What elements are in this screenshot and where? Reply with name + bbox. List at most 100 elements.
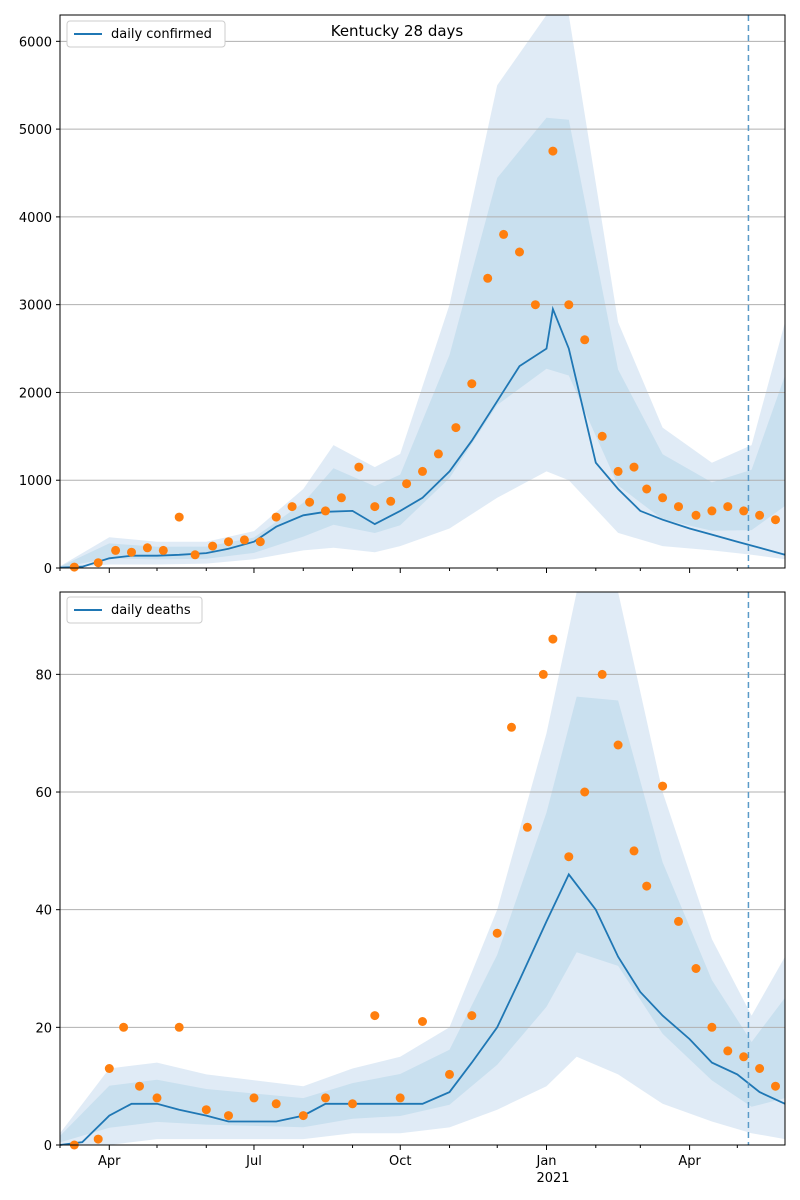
observed-point — [69, 562, 79, 572]
series-line-path — [59, 872, 786, 1146]
observed-point — [597, 669, 607, 679]
y-tick-label: 1000 — [19, 474, 52, 489]
observed-point — [298, 1111, 308, 1121]
confirmed-panel: 0 1000 2000 3000 4000 5000 6000 Kentucky 28 da… — [19, 14, 786, 577]
observed-points — [69, 634, 780, 1150]
observed-point — [249, 1093, 259, 1103]
year-label: 2021 — [536, 1171, 569, 1186]
observed-point — [271, 512, 281, 522]
observed-point — [336, 493, 346, 503]
plot-frame — [59, 14, 786, 569]
observed-point — [127, 547, 136, 557]
y-tick-label: 5000 — [19, 123, 52, 138]
confidence-bands — [60, 592, 785, 1145]
observed-point — [111, 545, 121, 555]
axes-frame — [59, 591, 786, 1146]
observed-point — [642, 881, 652, 891]
observed-point — [321, 1093, 330, 1103]
observed-points — [69, 146, 780, 572]
observed-point — [271, 1099, 281, 1109]
observed-point — [433, 449, 443, 459]
y-tick-label: 2000 — [19, 386, 52, 401]
observed-point — [467, 1011, 477, 1021]
observed-point — [287, 502, 297, 512]
inner-confidence-band — [60, 696, 785, 1143]
chart-title: Kentucky 28 days — [331, 22, 464, 40]
observed-point — [445, 1069, 454, 1079]
observed-point — [152, 1093, 162, 1103]
observed-point — [224, 537, 233, 547]
legend-box — [66, 20, 226, 48]
y-tick-label: 20 — [35, 1021, 52, 1036]
observed-point — [658, 781, 668, 791]
y-tick-label: 80 — [35, 668, 52, 683]
observed-point — [739, 506, 749, 516]
observed-point — [142, 543, 152, 553]
observed-point — [674, 916, 683, 926]
observed-point — [255, 537, 265, 547]
observed-point — [771, 515, 780, 525]
observed-point — [674, 502, 683, 512]
observed-point — [174, 1022, 184, 1032]
axes-frame — [59, 14, 786, 569]
observed-point — [386, 496, 396, 506]
observed-point — [418, 1017, 427, 1026]
observed-point — [174, 512, 184, 522]
legend-label: daily deaths — [111, 603, 191, 618]
observed-point — [483, 273, 493, 283]
observed-point — [538, 669, 548, 679]
observed-point — [548, 146, 558, 156]
y-tick-label: 4000 — [19, 211, 52, 226]
observed-point — [208, 541, 218, 551]
observed-point — [548, 634, 558, 644]
observed-point — [580, 335, 590, 345]
observed-point — [402, 479, 412, 489]
observed-point — [305, 497, 315, 507]
observed-point — [354, 462, 364, 472]
legend-box — [66, 596, 203, 624]
observed-point — [597, 431, 607, 441]
observed-point — [467, 379, 477, 389]
y-axis-ticks: 0 20 40 60 80 — [35, 668, 60, 1154]
observed-point — [691, 964, 701, 973]
observed-point — [190, 550, 200, 560]
observed-point — [451, 423, 461, 433]
observed-point — [93, 1134, 103, 1144]
observed-point — [658, 493, 668, 503]
y-tick-label: 0 — [44, 562, 52, 577]
observed-point — [119, 1022, 129, 1032]
observed-point — [642, 484, 652, 494]
observed-point — [723, 502, 733, 512]
observed-point — [224, 1111, 233, 1121]
observed-point — [629, 846, 639, 856]
y-axis-ticks: 0 1000 2000 3000 4000 5000 6000 — [19, 35, 60, 577]
observed-point — [629, 462, 639, 472]
y-tick-label: 0 — [44, 1139, 52, 1154]
observed-point — [158, 545, 168, 555]
observed-point — [564, 852, 574, 862]
observed-point — [201, 1105, 211, 1115]
observed-point — [104, 1064, 114, 1073]
confidence-band — [60, 15, 785, 568]
observed-point — [93, 558, 103, 568]
x-tick-label: Oct — [389, 1154, 411, 1169]
inner-confidence-band — [60, 117, 785, 568]
series-line — [59, 305, 786, 569]
series-line — [59, 872, 786, 1146]
y-tick-label: 40 — [35, 904, 52, 919]
observed-point — [370, 1011, 380, 1021]
observed-point — [321, 506, 330, 516]
observed-point — [755, 1064, 765, 1073]
observed-point — [418, 466, 427, 476]
legend: daily deaths — [66, 596, 203, 624]
deaths-panel: 0 20 40 60 80 Apr Jul Oct Jan Apr 2021 daily dea… — [35, 591, 786, 1186]
observed-point — [492, 928, 502, 938]
x-tick-label: Apr — [98, 1154, 121, 1169]
legend: daily confirmed — [66, 20, 226, 48]
observed-point — [755, 510, 765, 520]
y-tick-label: 3000 — [19, 299, 52, 314]
y-tick-label: 6000 — [19, 35, 52, 50]
observed-point — [239, 535, 249, 545]
confidence-bands — [60, 15, 785, 568]
